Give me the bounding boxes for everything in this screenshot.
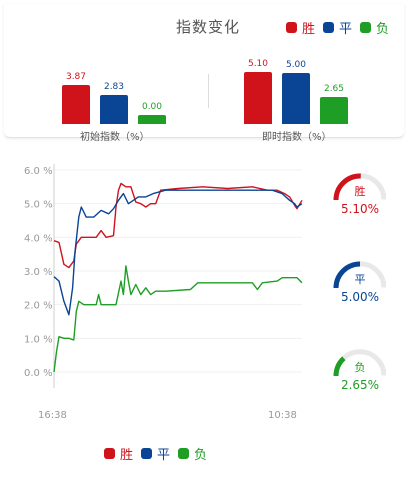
legend-item-loss[interactable]: 负 — [360, 18, 389, 37]
initial-bar-draw — [100, 95, 128, 124]
gauge-draw-arc — [333, 261, 361, 289]
bottom-legend-swatch-loss — [178, 448, 190, 459]
gauge-draw: 平 5.00% — [326, 256, 387, 316]
legend-swatch-draw — [323, 22, 335, 33]
bottom-legend-label-loss: 负 — [194, 448, 208, 463]
gauge-win-svg: 胜 5.10% — [333, 173, 387, 216]
bottom-legend-item-draw[interactable]: 平 — [141, 444, 170, 463]
legend-label-win: 胜 — [302, 22, 316, 37]
index-line-chart: 6.0 % 5.0 % 4.0 % 3.0 % 2.0 % 1.0 % 0.0 % 16:38… — [24, 164, 303, 421]
current-bar-draw — [282, 73, 310, 124]
series-line-win — [53, 182, 303, 269]
y-tick-label: 2.0 % — [24, 301, 53, 312]
initial-bar-win-wrap: 3.87 — [62, 72, 90, 124]
current-value-draw: 5.00 — [285, 60, 307, 71]
gauge-loss-arc — [333, 356, 346, 377]
gauge-loss-label: 负 — [355, 360, 366, 374]
legend-item-win[interactable]: 胜 — [286, 18, 315, 37]
chart-lines — [53, 182, 303, 373]
initial-value-loss: 0.00 — [141, 102, 163, 112]
legend-swatch-win — [286, 22, 297, 33]
legend-label-draw: 平 — [339, 22, 353, 37]
current-bar-win — [244, 72, 272, 124]
y-tick-label: 1.0 % — [24, 334, 53, 345]
series-line-loss — [53, 265, 303, 373]
initial-bar-loss — [138, 115, 166, 124]
gauge-loss: 负 2.65% — [326, 344, 387, 404]
initial-bar-loss-wrap: 0.00 — [138, 102, 166, 124]
page-title: 指数变化 — [176, 18, 241, 36]
bottom-legend-label-win: 胜 — [120, 448, 134, 463]
current-index-label: 即时指数（%） — [262, 132, 332, 143]
x-tick-label: 10:38 — [268, 410, 297, 421]
gauge-loss-value: 2.65% — [341, 378, 379, 392]
initial-value-win: 3.87 — [65, 71, 87, 82]
current-bar-win-wrap: 5.10 — [244, 59, 272, 124]
top-legend: 胜 平 负 — [286, 18, 397, 37]
bottom-legend-swatch-win — [104, 448, 115, 459]
gauge-loss-svg: 负 2.65% — [333, 349, 387, 392]
current-value-loss: 2.65 — [323, 83, 345, 94]
y-tick-label: 3.0 % — [24, 267, 53, 278]
initial-value-draw: 2.83 — [103, 82, 125, 93]
gauge-win: 胜 5.10% — [326, 168, 387, 228]
chart-axes: 6.0 % 5.0 % 4.0 % 3.0 % 2.0 % 1.0 % 0.0 % 16:38… — [24, 164, 302, 421]
current-bar-loss-wrap: 2.65 — [320, 84, 348, 124]
y-tick-label: 6.0 % — [24, 166, 53, 177]
legend-swatch-loss — [360, 22, 372, 33]
current-bar-loss — [320, 96, 348, 124]
initial-bar-group: 3.87 2.83 0.00 — [62, 54, 172, 124]
initial-bar-draw-wrap: 2.83 — [100, 82, 128, 124]
current-bar-draw-wrap: 5.00 — [282, 60, 310, 124]
bottom-legend: 胜 平 负 — [104, 444, 215, 463]
divider — [208, 74, 209, 108]
y-tick-label: 5.0 % — [24, 200, 53, 211]
series-line-draw — [53, 189, 303, 316]
bottom-legend-item-loss[interactable]: 负 — [178, 444, 207, 463]
bottom-legend-label-draw: 平 — [157, 448, 171, 463]
current-bar-group: 5.10 5.00 2.65 — [244, 54, 354, 124]
y-tick-label: 4.0 % — [24, 233, 53, 244]
legend-label-loss: 负 — [376, 22, 390, 37]
gauge-draw-svg: 平 5.00% — [333, 261, 387, 304]
x-tick-label: 16:38 — [38, 410, 67, 421]
gauge-win-label: 胜 — [355, 184, 366, 198]
current-value-win: 5.10 — [247, 59, 269, 69]
index-summary-card: 指数变化 胜 平 负 3.87 2.83 0.00 初始指数（%） — [4, 4, 404, 143]
initial-bar-win — [62, 84, 90, 124]
bottom-legend-swatch-draw — [141, 448, 153, 459]
gauge-draw-label: 平 — [355, 273, 366, 286]
legend-item-draw[interactable]: 平 — [323, 18, 352, 37]
gauge-win-value: 5.10% — [341, 202, 379, 216]
gauge-draw-value: 5.00% — [341, 290, 379, 304]
initial-index-label: 初始指数（%） — [80, 132, 150, 143]
bottom-legend-item-win[interactable]: 胜 — [104, 444, 133, 463]
y-tick-label: 0.0 % — [24, 368, 53, 379]
gauge-win-arc — [333, 173, 361, 201]
